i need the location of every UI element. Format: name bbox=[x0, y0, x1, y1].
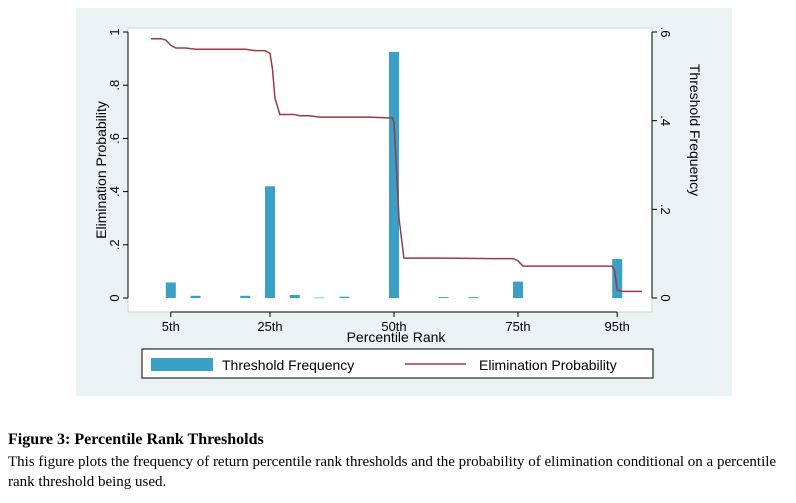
y-left-tick-label: .2 bbox=[107, 239, 122, 250]
y-left-tick-label: .4 bbox=[107, 186, 122, 197]
y-left-axis-title: Elimination Probability bbox=[93, 101, 109, 239]
x-tick-label: 95th bbox=[605, 319, 630, 334]
x-tick-label: 75th bbox=[505, 319, 530, 334]
legend-swatch-threshold-frequency bbox=[151, 358, 213, 371]
bar-threshold-frequency bbox=[513, 281, 523, 298]
bar-threshold-frequency bbox=[468, 297, 479, 298]
bar-threshold-frequency bbox=[314, 297, 325, 299]
y-left-tick-label: 0 bbox=[107, 294, 122, 301]
legend-label-threshold-frequency: Threshold Frequency bbox=[222, 357, 354, 373]
x-tick-label: 5th bbox=[162, 319, 180, 334]
bar-threshold-frequency bbox=[389, 51, 399, 299]
legend-label-elimination-probability: Elimination Probability bbox=[479, 357, 617, 373]
y-right-tick-label: .6 bbox=[658, 27, 673, 38]
bar-threshold-frequency bbox=[339, 296, 350, 298]
legend-box bbox=[141, 348, 654, 379]
y-left-tick-label: .6 bbox=[107, 133, 122, 144]
caption-title: Figure 3: Percentile Rank Thresholds bbox=[8, 431, 264, 448]
bar-threshold-frequency bbox=[438, 297, 449, 298]
y-left-tick-label: .8 bbox=[107, 80, 122, 91]
legend: Threshold Frequency Elimination Probabil… bbox=[141, 348, 654, 379]
x-axis-title: Percentile Rank bbox=[347, 329, 447, 345]
figure-panel: 0 .2 .4 .6 .8 1 0 .2 .4 .6 5th 25th 50th 75th 95th Per… bbox=[76, 8, 732, 396]
bar-threshold-frequency bbox=[289, 294, 300, 298]
y-right-axis-title: Threshold Frequency bbox=[687, 64, 703, 196]
y-right-tick-label: .2 bbox=[658, 204, 673, 215]
bar-threshold-frequency bbox=[612, 259, 623, 298]
x-tick-label: 50th bbox=[381, 319, 406, 334]
y-right-tick-label: 0 bbox=[658, 294, 673, 301]
y-left-tick-label: 1 bbox=[107, 28, 122, 35]
chart: 0 .2 .4 .6 .8 1 0 .2 .4 .6 5th 25th 50th 75th 95th Per… bbox=[93, 27, 703, 379]
figure-caption: Figure 3: Percentile Rank Thresholds Thi… bbox=[8, 430, 793, 492]
caption-text: This figure plots the frequency of retur… bbox=[8, 454, 777, 490]
bar-threshold-frequency bbox=[240, 295, 251, 298]
bar-threshold-frequency bbox=[265, 186, 275, 298]
bar-threshold-frequency bbox=[165, 282, 176, 298]
bar-threshold-frequency bbox=[190, 295, 201, 298]
x-tick-label: 25th bbox=[257, 319, 282, 334]
line-elimination-probability bbox=[151, 37, 642, 293]
y-right-tick-label: .4 bbox=[658, 115, 673, 126]
